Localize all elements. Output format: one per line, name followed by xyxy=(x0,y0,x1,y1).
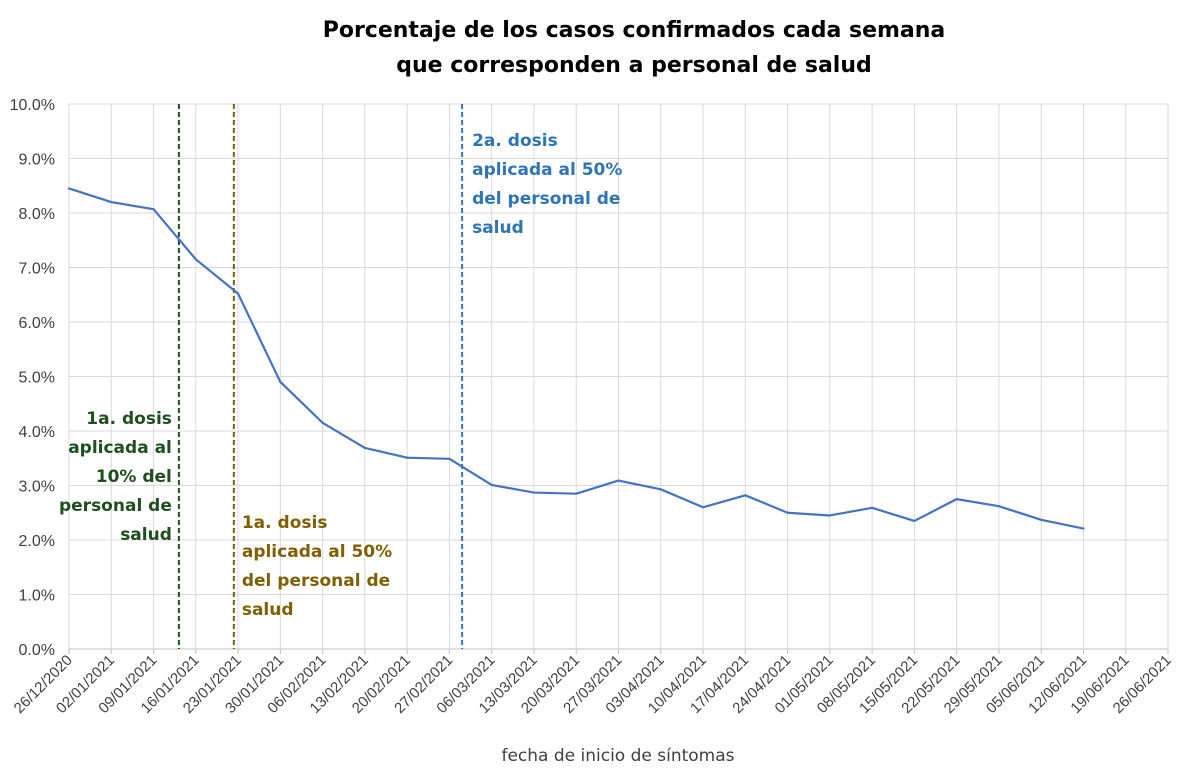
data-point xyxy=(152,208,155,211)
y-axis-ticks: 0.0% 1.0% 2.0% 3.0% 4.0% 5.0% 6.0% 7.0% 8.0% 9.0%… xyxy=(10,97,55,659)
annotation-line: 1a. dosis xyxy=(242,513,328,533)
data-point xyxy=(236,292,240,295)
data-point xyxy=(1082,527,1085,530)
annotation-line: aplicada al xyxy=(68,438,172,458)
annotations: 1a. dosis aplicada al 10% del personal de sa… xyxy=(59,131,622,620)
y-tick-label: 5.0% xyxy=(19,370,55,387)
vaccine-markers xyxy=(177,104,464,649)
data-point xyxy=(871,506,874,509)
annotation-line: 2a. dosis xyxy=(472,131,558,151)
y-tick-label: 6.0% xyxy=(19,315,55,332)
annotation-line: del personal de xyxy=(242,571,390,591)
y-tick-label: 4.0% xyxy=(19,424,55,441)
data-point xyxy=(955,498,958,501)
data-point xyxy=(659,488,662,491)
annotation-dosis1-10: 1a. dosis aplicada al 10% del personal de sa… xyxy=(59,409,172,545)
data-point xyxy=(406,456,409,459)
annotation-dosis2-50: 2a. dosis aplicada al 50% del personal de s… xyxy=(472,131,622,238)
annotation-line: del personal de xyxy=(472,189,620,209)
data-point xyxy=(448,457,451,460)
grid xyxy=(68,103,1169,654)
data-point xyxy=(744,494,747,497)
annotation-line: 10% del xyxy=(96,467,172,487)
chart-title-line-1: Porcentaje de los casos confirmados cada… xyxy=(323,18,946,43)
annotation-line: aplicada al 50% xyxy=(472,160,622,180)
data-point xyxy=(575,492,578,495)
data-point xyxy=(110,201,113,204)
annotation-dosis1-50: 1a. dosis aplicada al 50% del personal de s… xyxy=(242,513,392,620)
data-point xyxy=(321,421,324,424)
annotation-line: 1a. dosis xyxy=(86,409,172,429)
x-axis-label: fecha de inicio de síntomas xyxy=(501,746,734,766)
y-tick-label: 3.0% xyxy=(19,479,55,496)
y-tick-label: 8.0% xyxy=(19,206,55,223)
y-tick-label: 7.0% xyxy=(19,261,55,278)
data-point xyxy=(67,187,71,190)
y-tick-label: 0.0% xyxy=(19,642,55,659)
data-point xyxy=(279,380,282,384)
data-point xyxy=(363,446,366,449)
annotation-line: salud xyxy=(242,600,294,620)
y-tick-label: 2.0% xyxy=(19,533,55,550)
y-tick-label: 9.0% xyxy=(19,152,55,169)
data-point xyxy=(828,514,831,517)
annotation-line: personal de xyxy=(59,496,172,516)
data-point xyxy=(1040,518,1043,521)
x-axis-ticks: 26/12/202002/01/202109/01/202116/01/2021… xyxy=(11,652,1175,717)
data-point xyxy=(532,491,536,494)
data-point xyxy=(913,519,916,523)
y-tick-label: 1.0% xyxy=(19,588,55,605)
data-point xyxy=(617,479,620,482)
data-point xyxy=(701,506,705,509)
data-point xyxy=(786,511,789,514)
annotation-line: salud xyxy=(472,218,524,238)
data-point xyxy=(490,483,493,487)
data-point xyxy=(194,258,197,261)
annotation-line: salud xyxy=(120,525,172,545)
series xyxy=(67,187,1085,530)
data-point xyxy=(997,505,1001,508)
y-tick-label: 10.0% xyxy=(10,97,55,114)
annotation-line: aplicada al 50% xyxy=(242,542,392,562)
chart-title-line-2: que corresponden a personal de salud xyxy=(396,53,872,78)
